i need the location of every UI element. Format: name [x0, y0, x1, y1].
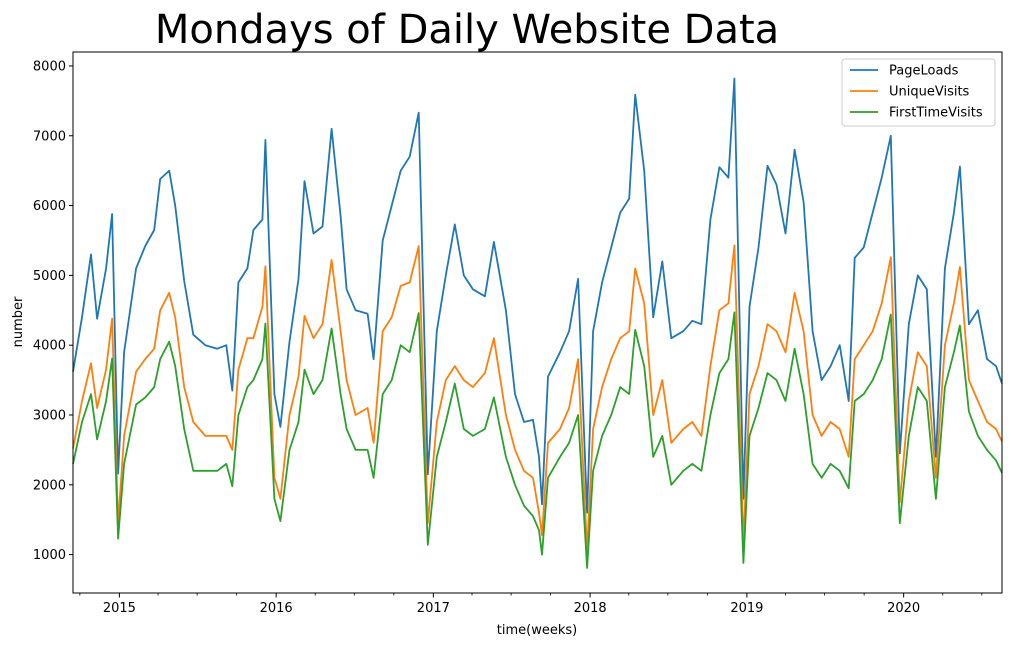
- x-tick-label: 2016: [260, 601, 293, 616]
- y-tick-label: 7000: [33, 129, 66, 144]
- legend-label-uniquevisits: UniqueVisits: [889, 85, 970, 100]
- series-line-firsttimevisits: [72, 311, 1003, 569]
- y-tick-label: 2000: [33, 478, 66, 493]
- x-tick-label: 2020: [887, 601, 920, 616]
- x-axis-label: time(weeks): [497, 623, 577, 638]
- y-tick-label: 1000: [33, 548, 66, 563]
- y-tick-label: 6000: [33, 199, 66, 214]
- plot-lines: [72, 77, 1003, 569]
- chart-title: Mondays of Daily Website Data: [155, 7, 779, 53]
- y-axis: 1000 2000 3000 4000 5000 6000 7000 8000: [33, 59, 73, 563]
- y-tick-label: 4000: [33, 339, 66, 354]
- y-tick-label: 5000: [33, 269, 66, 284]
- y-axis-label: number: [11, 296, 26, 347]
- x-tick-label: 2017: [417, 601, 450, 616]
- y-tick-label: 8000: [33, 59, 66, 74]
- legend-box: [841, 58, 996, 127]
- series-line-uniquevisits: [72, 244, 1003, 552]
- series-line-pageloads: [72, 77, 1003, 514]
- y-tick-label: 3000: [33, 408, 66, 423]
- plot-frame: [72, 51, 1003, 594]
- legend-label-firsttimevisits: FirstTimeVisits: [889, 106, 983, 121]
- legend: PageLoads UniqueVisits FirstTimeVisits: [841, 58, 996, 127]
- x-tick-label: 2018: [574, 601, 607, 616]
- x-axis: 2015 2016 2017 2018 2019 2020: [79, 593, 983, 616]
- x-tick-label: 2019: [730, 601, 763, 616]
- x-tick-label: 2015: [103, 601, 136, 616]
- legend-label-pageloads: PageLoads: [889, 64, 959, 79]
